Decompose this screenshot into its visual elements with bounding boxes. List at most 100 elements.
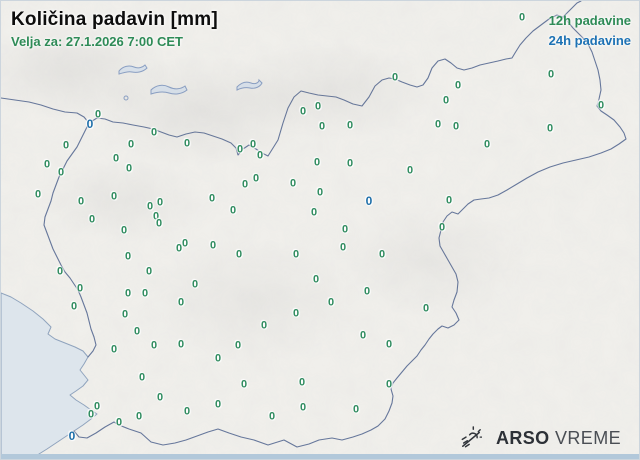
station-value-12h[interactable]: 0 bbox=[112, 152, 120, 165]
station-value-12h[interactable]: 0 bbox=[256, 149, 264, 162]
station-value-12h[interactable]: 0 bbox=[597, 99, 605, 112]
station-value-12h[interactable]: 0 bbox=[241, 178, 249, 191]
station-value-12h[interactable]: 0 bbox=[191, 278, 199, 291]
station-value-12h[interactable]: 0 bbox=[547, 68, 555, 81]
station-value-12h[interactable]: 0 bbox=[150, 126, 158, 139]
station-value-12h[interactable]: 0 bbox=[249, 138, 257, 151]
station-value-12h[interactable]: 0 bbox=[110, 190, 118, 203]
station-value-12h[interactable]: 0 bbox=[346, 157, 354, 170]
station-value-12h[interactable]: 0 bbox=[138, 371, 146, 384]
station-value-12h[interactable]: 0 bbox=[124, 287, 132, 300]
station-value-12h[interactable]: 0 bbox=[229, 204, 237, 217]
station-value-12h[interactable]: 0 bbox=[214, 398, 222, 411]
station-value-12h[interactable]: 0 bbox=[121, 308, 129, 321]
station-value-24h[interactable]: 0 bbox=[365, 194, 373, 208]
station-value-12h[interactable]: 0 bbox=[115, 416, 123, 429]
station-value-12h[interactable]: 0 bbox=[43, 158, 51, 171]
station-value-12h[interactable]: 0 bbox=[422, 302, 430, 315]
station-value-12h[interactable]: 0 bbox=[56, 265, 64, 278]
station-value-12h[interactable]: 0 bbox=[34, 188, 42, 201]
station-value-12h[interactable]: 0 bbox=[406, 164, 414, 177]
station-value-12h[interactable]: 0 bbox=[70, 300, 78, 313]
station-value-12h[interactable]: 0 bbox=[236, 143, 244, 156]
station-value-12h[interactable]: 0 bbox=[339, 241, 347, 254]
station-value-12h[interactable]: 0 bbox=[76, 282, 84, 295]
station-value-12h[interactable]: 0 bbox=[316, 186, 324, 199]
station-value-12h[interactable]: 0 bbox=[181, 237, 189, 250]
station-value-12h[interactable]: 0 bbox=[208, 192, 216, 205]
station-value-12h[interactable]: 0 bbox=[298, 376, 306, 389]
station-value-12h[interactable]: 0 bbox=[292, 307, 300, 320]
station-value-12h[interactable]: 0 bbox=[442, 94, 450, 107]
station-value-12h[interactable]: 0 bbox=[127, 138, 135, 151]
station-value-12h[interactable]: 0 bbox=[62, 139, 70, 152]
station-value-12h[interactable]: 0 bbox=[310, 206, 318, 219]
station-value-12h[interactable]: 0 bbox=[268, 410, 276, 423]
station-value-12h[interactable]: 0 bbox=[145, 265, 153, 278]
station-value-12h[interactable]: 0 bbox=[183, 405, 191, 418]
station-value-12h[interactable]: 0 bbox=[175, 242, 183, 255]
station-value-12h[interactable]: 0 bbox=[260, 319, 268, 332]
station-value-12h[interactable]: 0 bbox=[299, 401, 307, 414]
station-value-12h[interactable]: 0 bbox=[299, 105, 307, 118]
station-value-12h[interactable]: 0 bbox=[124, 250, 132, 263]
station-value-12h[interactable]: 0 bbox=[313, 156, 321, 169]
station-value-12h[interactable]: 0 bbox=[183, 137, 191, 150]
station-value-12h[interactable]: 0 bbox=[234, 339, 242, 352]
station-value-12h[interactable]: 0 bbox=[57, 166, 65, 179]
station-value-12h[interactable]: 0 bbox=[94, 108, 102, 121]
station-value-12h[interactable]: 0 bbox=[434, 118, 442, 131]
map-header: Količina padavin [mm] Velja za: 27.1.202… bbox=[11, 9, 218, 49]
station-value-12h[interactable]: 0 bbox=[252, 172, 260, 185]
station-value-12h[interactable]: 0 bbox=[445, 194, 453, 207]
station-value-12h[interactable]: 0 bbox=[141, 287, 149, 300]
station-value-12h[interactable]: 0 bbox=[87, 408, 95, 421]
station-value-12h[interactable]: 0 bbox=[150, 339, 158, 352]
station-value-12h[interactable]: 0 bbox=[156, 391, 164, 404]
station-value-12h[interactable]: 0 bbox=[77, 195, 85, 208]
station-value-12h[interactable]: 0 bbox=[454, 79, 462, 92]
station-value-12h[interactable]: 0 bbox=[155, 217, 163, 230]
station-value-12h[interactable]: 0 bbox=[292, 248, 300, 261]
station-value-12h[interactable]: 0 bbox=[518, 11, 526, 24]
station-value-12h[interactable]: 0 bbox=[391, 71, 399, 84]
station-value-12h[interactable]: 0 bbox=[156, 196, 164, 209]
station-value-12h[interactable]: 0 bbox=[318, 120, 326, 133]
station-value-12h[interactable]: 0 bbox=[438, 221, 446, 234]
station-value-12h[interactable]: 0 bbox=[235, 248, 243, 261]
station-value-12h[interactable]: 0 bbox=[240, 378, 248, 391]
station-value-12h[interactable]: 0 bbox=[312, 273, 320, 286]
station-value-24h[interactable]: 0 bbox=[86, 117, 94, 131]
station-value-12h[interactable]: 0 bbox=[385, 378, 393, 391]
station-value-12h[interactable]: 0 bbox=[146, 200, 154, 213]
station-value-12h[interactable]: 0 bbox=[120, 224, 128, 237]
station-value-12h[interactable]: 0 bbox=[209, 239, 217, 252]
station-value-12h[interactable]: 0 bbox=[352, 403, 360, 416]
station-value-12h[interactable]: 0 bbox=[152, 210, 160, 223]
station-value-12h[interactable]: 0 bbox=[88, 213, 96, 226]
station-value-12h[interactable]: 0 bbox=[346, 119, 354, 132]
station-value-12h[interactable]: 0 bbox=[327, 296, 335, 309]
station-value-12h[interactable]: 0 bbox=[378, 248, 386, 261]
station-value-12h[interactable]: 0 bbox=[93, 400, 101, 413]
station-value-12h[interactable]: 0 bbox=[314, 100, 322, 113]
station-value-12h[interactable]: 0 bbox=[483, 138, 491, 151]
station-value-12h[interactable]: 0 bbox=[546, 122, 554, 135]
station-value-12h[interactable]: 0 bbox=[385, 338, 393, 351]
bottom-accent-bar bbox=[1, 454, 639, 459]
station-value-12h[interactable]: 0 bbox=[110, 343, 118, 356]
station-value-12h[interactable]: 0 bbox=[177, 296, 185, 309]
station-value-12h[interactable]: 0 bbox=[135, 410, 143, 423]
station-value-12h[interactable]: 0 bbox=[133, 325, 141, 338]
station-value-12h[interactable]: 0 bbox=[289, 177, 297, 190]
station-value-12h[interactable]: 0 bbox=[177, 338, 185, 351]
station-value-12h[interactable]: 0 bbox=[359, 329, 367, 342]
station-value-12h[interactable]: 0 bbox=[125, 162, 133, 175]
station-value-24h[interactable]: 0 bbox=[68, 429, 76, 443]
station-value-12h[interactable]: 0 bbox=[363, 285, 371, 298]
station-value-12h[interactable]: 0 bbox=[341, 223, 349, 236]
station-value-12h[interactable]: 0 bbox=[214, 352, 222, 365]
station-value-12h[interactable]: 0 bbox=[452, 120, 460, 133]
